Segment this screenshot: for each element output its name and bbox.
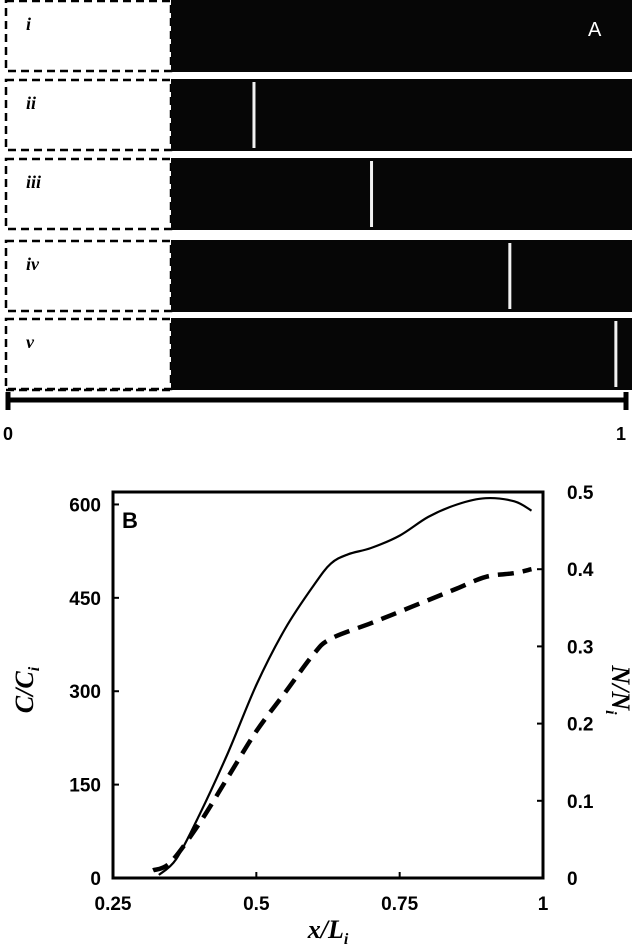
y-axis-title-main: C/C bbox=[10, 671, 39, 714]
left-axis-tick-label: 150 bbox=[69, 776, 101, 797]
plot-frame bbox=[111, 490, 545, 880]
scale-bar-start-label: 0 bbox=[3, 424, 13, 444]
right-axis-tick-label: 0.2 bbox=[567, 715, 593, 736]
strip-dashed-outline bbox=[4, 157, 173, 231]
right-axis-tick-label: 0.5 bbox=[567, 483, 594, 504]
strip-image bbox=[171, 318, 632, 390]
strip-dashed-outline bbox=[4, 0, 173, 73]
x-axis-tick-label: 1 bbox=[538, 894, 549, 915]
strip-image bbox=[171, 79, 632, 151]
x-axis-ticks: 0.25 0.5 0.75 1 bbox=[95, 872, 549, 915]
x-axis-tick-label: 0.75 bbox=[381, 894, 418, 915]
left-axis-tick-label: 0 bbox=[90, 869, 101, 890]
right-axis-ticks: 0 0.1 0.2 0.3 0.4 0.5 bbox=[537, 483, 594, 890]
strip-label: i bbox=[26, 14, 31, 34]
left-axis-tick-label: 300 bbox=[69, 682, 101, 703]
strip-label: ii bbox=[26, 93, 36, 113]
strip-label: v bbox=[26, 332, 35, 352]
scale-bar-end-label: 1 bbox=[616, 424, 626, 444]
strip-dashed-outline bbox=[4, 317, 173, 391]
series-line-solid bbox=[158, 497, 533, 876]
y-axis-title: C/Ci bbox=[10, 666, 43, 713]
series-layer bbox=[152, 497, 533, 876]
right-axis-tick-label: 0.3 bbox=[567, 637, 593, 658]
y2-axis-title-main: N/N bbox=[606, 664, 635, 711]
strip-dashed-outline bbox=[4, 78, 173, 152]
left-axis-ticks: 0 150 300 450 600 bbox=[69, 495, 119, 890]
strip-label: iv bbox=[26, 254, 40, 274]
x-axis-title: x/Li bbox=[307, 915, 349, 947]
strip-label: iii bbox=[26, 172, 41, 192]
strip-image bbox=[171, 240, 632, 312]
y2-axis-title: N/Ni bbox=[602, 664, 635, 715]
y2-axis-title-subscript: i bbox=[602, 710, 619, 715]
right-axis-tick-label: 0.1 bbox=[567, 792, 594, 813]
x-axis-title-main: x/L bbox=[307, 915, 344, 944]
panel-a-label: A bbox=[588, 19, 602, 41]
strip-image bbox=[171, 158, 632, 230]
panel-b: B 0 150 300 450 600 0 0.1 0.2 0.3 0.4 0.5 0.25 0.5… bbox=[10, 483, 635, 947]
left-axis-tick-label: 600 bbox=[69, 495, 101, 516]
y-axis-title-subscript: i bbox=[26, 666, 43, 671]
x-axis-tick-label: 0.5 bbox=[243, 894, 270, 915]
right-axis-tick-label: 0 bbox=[567, 869, 578, 890]
left-axis-tick-label: 450 bbox=[69, 589, 101, 610]
x-axis-tick-label: 0.25 bbox=[95, 894, 132, 915]
x-axis-title-subscript: i bbox=[344, 931, 349, 947]
panel-b-label: B bbox=[122, 508, 138, 533]
strip-image bbox=[171, 0, 632, 72]
strip-dashed-outline bbox=[4, 239, 173, 313]
right-axis-tick-label: 0.4 bbox=[567, 560, 594, 581]
series-line-dashed bbox=[152, 567, 533, 873]
